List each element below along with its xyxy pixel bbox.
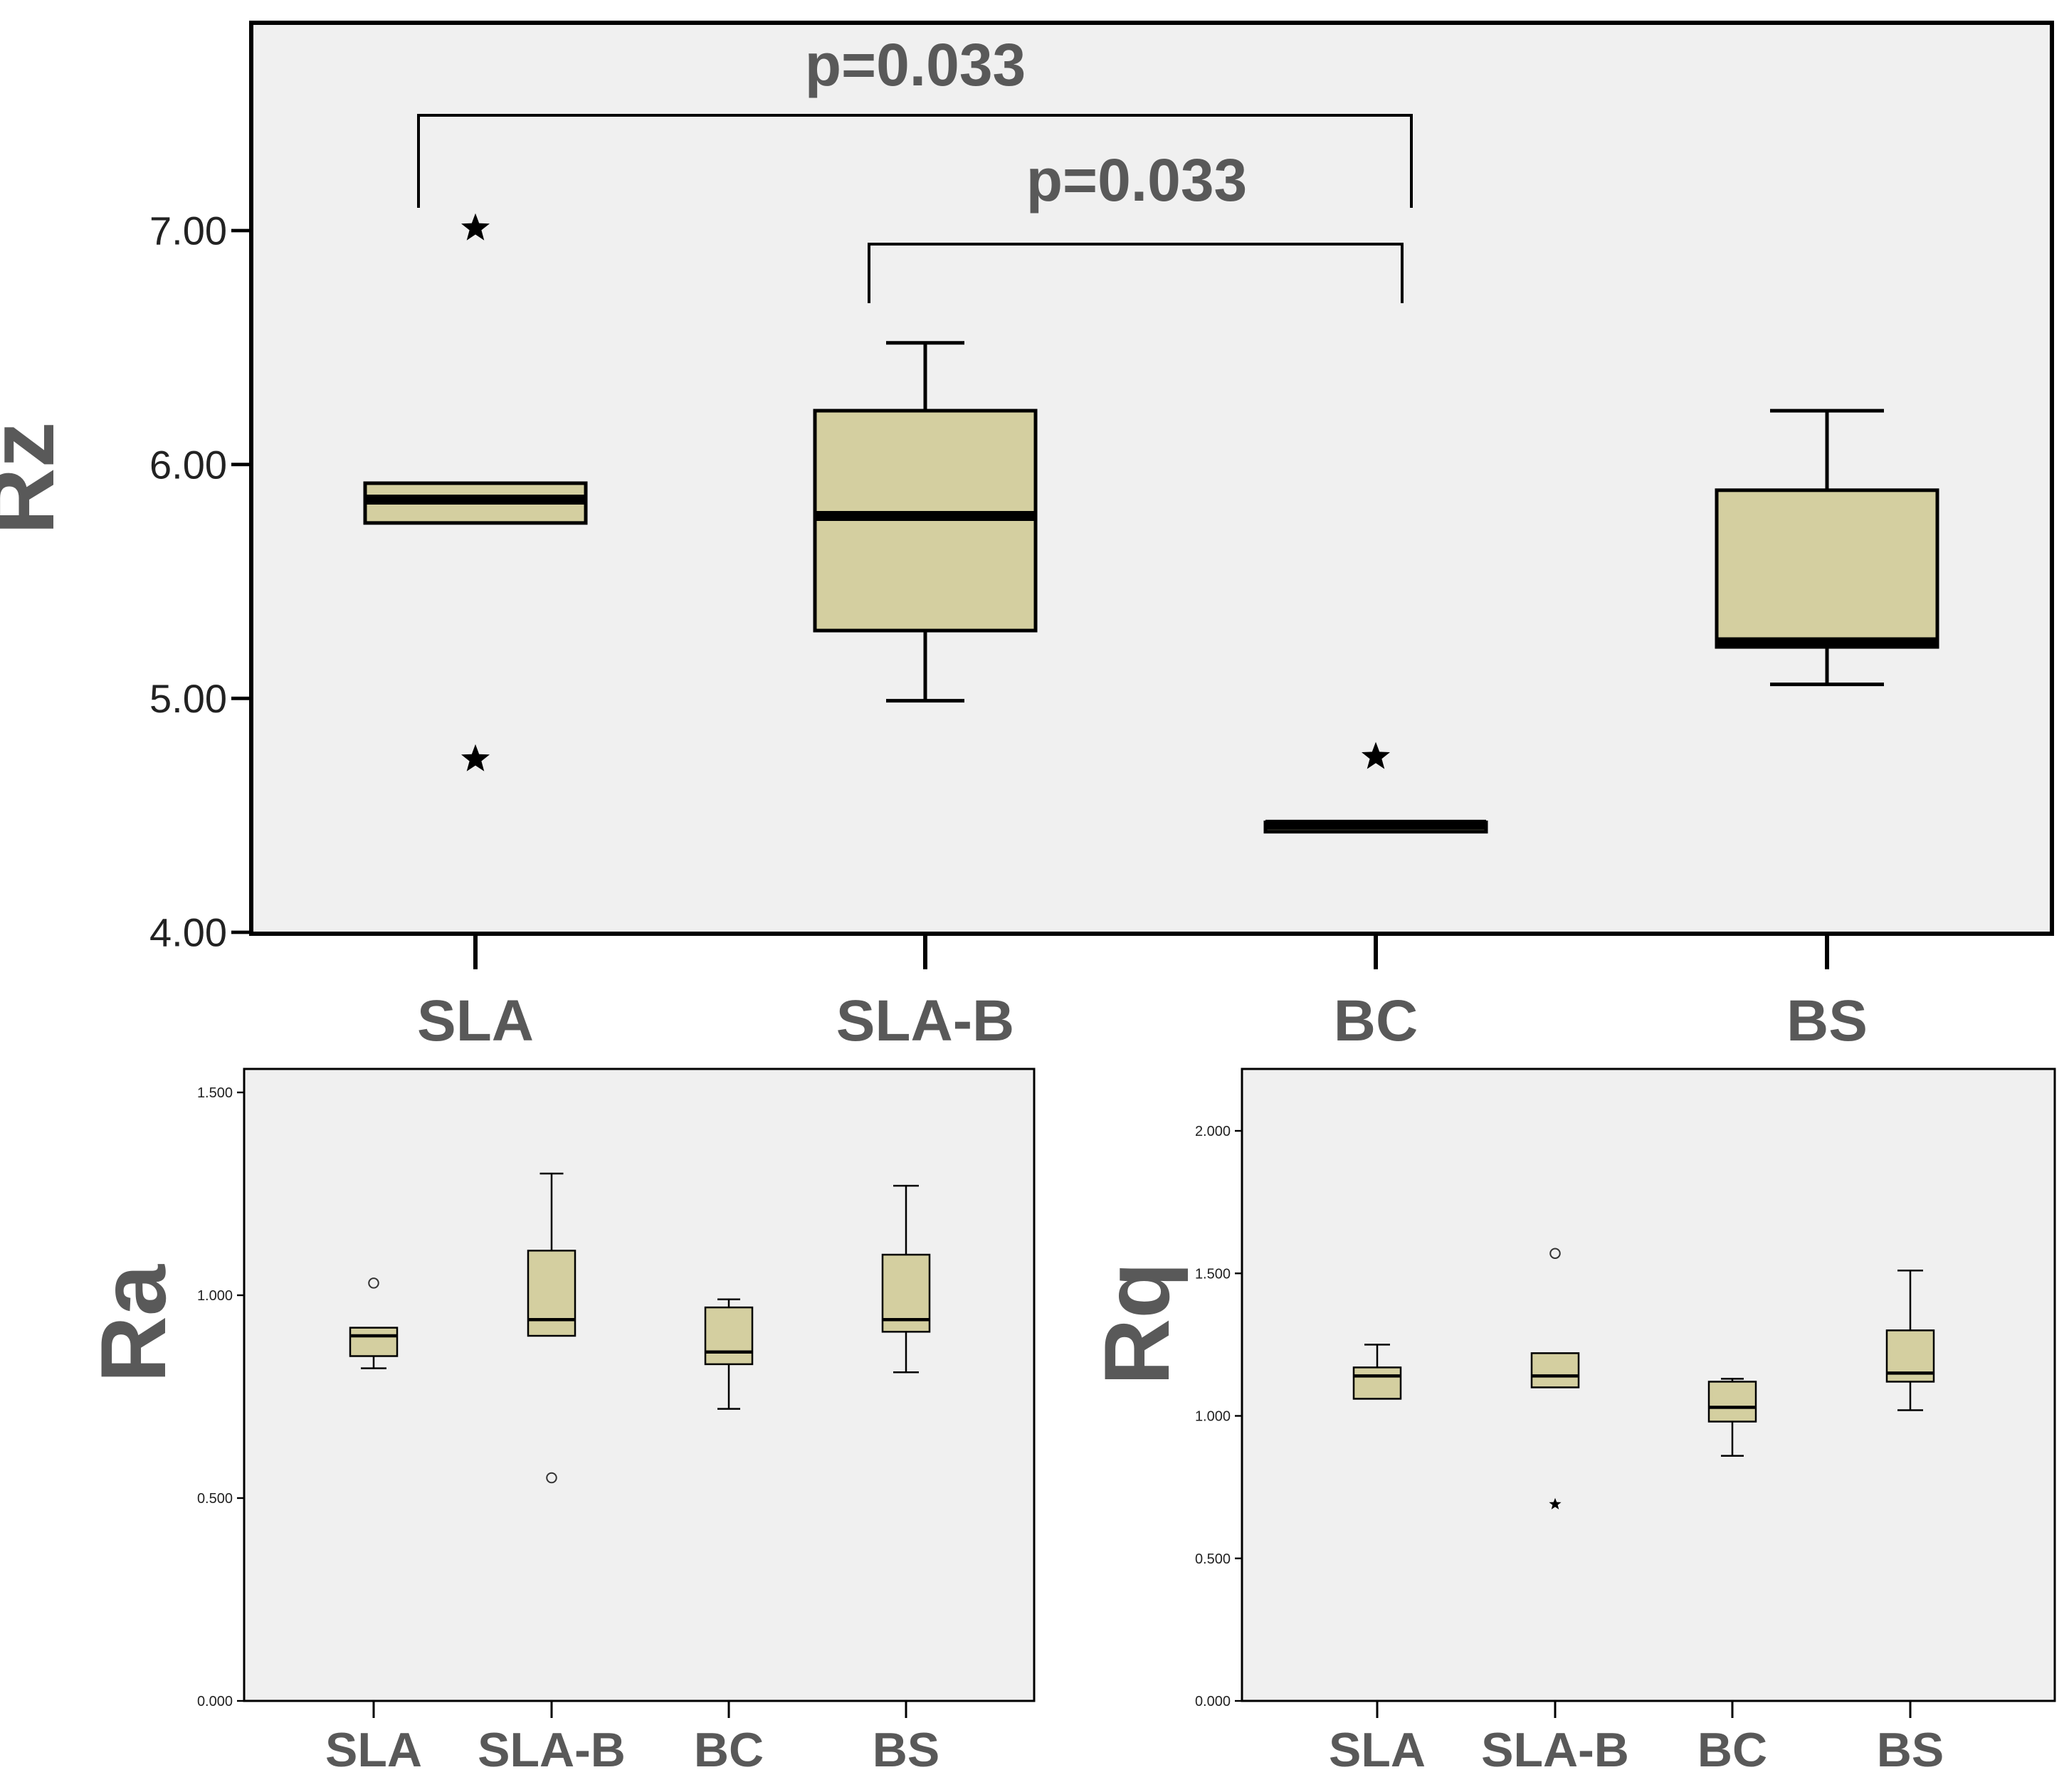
bracket-line [868, 243, 1404, 303]
y-tick-label-ra: 0.500 [197, 1491, 233, 1507]
box-rz-bs [1715, 409, 1939, 687]
category-label-rz-sla-b: SLA-B [836, 989, 1015, 1053]
outlier-circle-rq [1549, 1248, 1561, 1259]
box-ra-bc [704, 1298, 754, 1410]
category-label-ra-sla-b: SLA-B [478, 1723, 626, 1777]
box-rz-sla-b [813, 341, 1038, 703]
y-axis-label-rz: Rz [0, 422, 73, 535]
category-label-rq-bc: BC [1697, 1723, 1767, 1777]
iqr-box [1715, 488, 1939, 649]
iqr-box [704, 1306, 754, 1366]
p-value-label: p=0.033 [805, 31, 1026, 98]
iqr-box [1352, 1366, 1402, 1400]
y-axis-label-ra: Ra [81, 1263, 185, 1383]
box-rq-bs [1885, 1269, 1935, 1411]
significance-bracket-2: p=0.033 [868, 147, 1404, 303]
plot-area-rz [249, 21, 2054, 936]
box-rq-sla [1352, 1344, 1402, 1400]
box-rq-sla-b [1530, 1352, 1580, 1388]
iqr-box [349, 1327, 399, 1357]
p-value-label: p=0.033 [1026, 147, 1248, 214]
category-label-rq-sla: SLA [1329, 1723, 1426, 1777]
category-label-ra-bs: BS [873, 1723, 939, 1777]
category-label-ra-sla: SLA [325, 1723, 422, 1777]
plot-area-ra [243, 1068, 1036, 1702]
box-ra-bs [881, 1184, 931, 1374]
outlier-star-rz [461, 213, 490, 241]
y-tick-label-rq: 0.000 [1195, 1694, 1231, 1709]
y-tick-label-ra: 0.000 [197, 1694, 233, 1709]
box-ra-sla [349, 1327, 399, 1369]
y-tick-label-rq: 1.500 [1195, 1266, 1231, 1282]
outlier-star-rz [461, 744, 490, 771]
significance-bracket-1: p=0.033 [417, 31, 1413, 208]
y-axis-label-rq: Rq [1085, 1262, 1189, 1385]
category-label-rz-bc: BC [1334, 989, 1418, 1053]
y-tick-label-ra: 1.000 [197, 1288, 233, 1304]
chart-rq: 0.000 0.500 1.000 1.500 2.000 Rq SLA SLA-B BC BS [1085, 1068, 2056, 1777]
box-ra-sla-b [527, 1172, 577, 1337]
outlier-circle-ra [368, 1277, 379, 1289]
outlier-circle-ra [546, 1472, 557, 1484]
y-tick-label-rz: 6.00 [149, 442, 227, 487]
y-tick-label-rz: 7.00 [149, 209, 227, 253]
box-rz-bc [1263, 819, 1488, 834]
chart-rz: 4.00 5.00 6.00 7.00 Rz SLA SLA-B BC BS p=0.033p=0… [0, 21, 2054, 1053]
y-tick-label-rq: 0.500 [1195, 1551, 1231, 1567]
y-tick-label-rz: 4.00 [149, 910, 227, 955]
y-tick-label-rq: 2.000 [1195, 1124, 1231, 1139]
y-tick-label-ra: 1.500 [197, 1085, 233, 1101]
category-label-rz-sla: SLA [417, 989, 534, 1053]
outlier-star-rq [1549, 1497, 1562, 1509]
iqr-box [1707, 1381, 1757, 1423]
category-label-rq-sla-b: SLA-B [1481, 1723, 1629, 1777]
y-tick-label-rz: 5.00 [149, 676, 227, 721]
category-label-rz-bs: BS [1786, 989, 1868, 1053]
box-rz-sla [363, 481, 588, 525]
bracket-line [417, 114, 1413, 208]
outlier-star-rz [1362, 742, 1390, 769]
iqr-box [1530, 1352, 1580, 1388]
box-rq-bc [1707, 1378, 1757, 1457]
y-tick-label-rq: 1.000 [1195, 1409, 1231, 1425]
category-label-ra-bc: BC [694, 1723, 764, 1777]
category-label-rq-bs: BS [1877, 1723, 1944, 1777]
chart-ra: 0.000 0.500 1.000 1.500 Ra SLA SLA-B BC BS [81, 1068, 1036, 1777]
iqr-box [527, 1250, 577, 1337]
